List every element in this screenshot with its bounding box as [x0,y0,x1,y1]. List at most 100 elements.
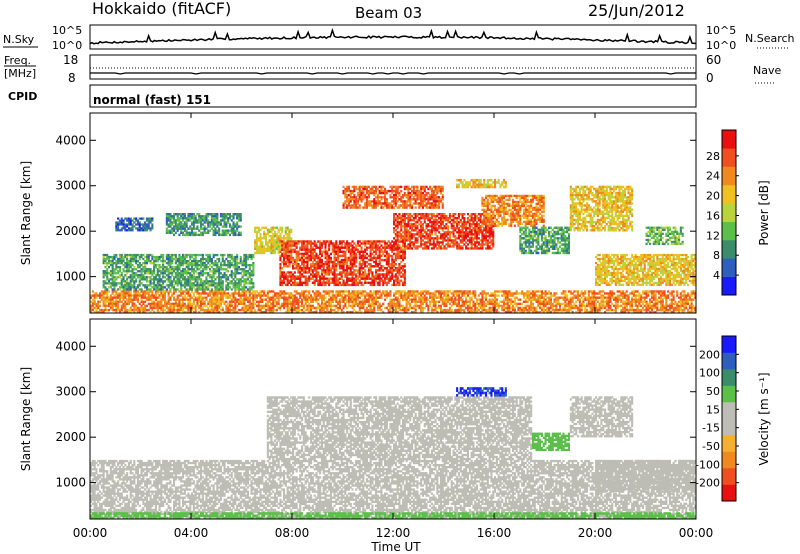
heatmap-cell [216,268,218,270]
heatmap-cell [288,237,290,239]
heatmap-cell [202,223,204,225]
heatmap-cell [453,294,455,296]
heatmap-cell [256,305,258,307]
heatmap-cell [294,301,296,303]
heatmap-cell [330,301,332,303]
heatmap-cell [168,254,170,256]
heatmap-cell [168,274,170,276]
heatmap-cell [227,213,229,215]
heatmap-cell [474,297,476,299]
heatmap-cell [593,301,595,303]
heatmap-cell [606,299,608,301]
heatmap-cell [227,288,229,290]
heatmap-cell [660,309,662,311]
heatmap-cell [146,278,148,280]
heatmap-cell [637,290,639,292]
heatmap-cell [141,276,143,278]
heatmap-cell [231,274,233,276]
heatmap-cell [169,256,171,258]
heatmap-cell [373,299,375,301]
heatmap-cell [240,272,242,274]
heatmap-cell [169,217,171,219]
heatmap-cell [240,217,242,219]
heatmap-cell [148,221,150,223]
heatmap-cell [124,264,126,266]
heatmap-cell [343,280,345,282]
heatmap-cell [270,239,272,241]
heatmap-cell [649,299,651,301]
heatmap-cell [274,292,276,294]
heatmap-cell [110,260,112,262]
heatmap-cell [242,303,244,305]
heatmap-cell [112,305,114,307]
heatmap-cell [442,292,444,294]
heatmap-cell [240,309,242,311]
heatmap-cell [202,282,204,284]
heatmap-cell [148,225,150,227]
heatmap-cell [279,280,281,282]
heatmap-cell [169,272,171,274]
heatmap-cell [292,299,294,301]
heatmap-cell [534,292,536,294]
heatmap-cell [245,272,247,274]
heatmap-cell [249,288,251,290]
heatmap-cell [168,213,170,215]
heatmap-cell [456,305,458,307]
heatmap-cell [536,307,538,309]
heatmap-cell [281,267,283,269]
heatmap-cell [130,286,132,288]
heatmap-cell [189,268,191,270]
heatmap-cell [256,241,258,243]
heatmap-cell [362,301,364,303]
heatmap-cell [440,299,442,301]
heatmap-cell [563,307,565,309]
heatmap-cell [202,274,204,276]
heatmap-cell [128,264,130,266]
heatmap-cell [130,220,132,222]
heatmap-cell [308,255,310,257]
heatmap-cell [676,309,678,311]
heatmap-cell [220,266,222,268]
heatmap-cell [173,305,175,307]
heatmap-cell [128,220,130,222]
heatmap-cell [157,288,159,290]
heatmap-cell [472,292,474,294]
heatmap-cell [150,294,152,296]
heatmap-cell [236,217,238,219]
heatmap-cell [236,286,238,288]
heatmap-cell [341,290,343,292]
heatmap-cell [94,292,96,294]
heatmap-cell [624,297,626,299]
heatmap-cell [173,292,175,294]
heatmap-cell [247,270,249,272]
heatmap-cell [499,301,501,303]
heatmap-cell [370,292,372,294]
heatmap-cell [373,305,375,307]
heatmap-cell [187,272,189,274]
heatmap-cell [119,294,121,296]
heatmap-cell [180,225,182,227]
heatmap-cell [343,251,345,253]
heatmap-cell [339,284,341,286]
heatmap-cell [106,270,108,272]
heatmap-cell [279,284,281,286]
heatmap-cell [288,275,290,277]
heatmap-cell [151,254,153,256]
heatmap-cell [231,294,233,296]
heatmap-cell [225,280,227,282]
heatmap-cell [106,282,108,284]
heatmap-cell [153,297,155,299]
heatmap-cell [453,292,455,294]
heatmap-cell [121,307,123,309]
heatmap-cell [256,297,258,299]
heatmap-cell [256,246,258,248]
heatmap-cell [184,217,186,219]
heatmap-cell [177,288,179,290]
heatmap-cell [216,270,218,272]
heatmap-cell [133,260,135,262]
heatmap-cell [287,233,289,235]
heatmap-cell [209,258,211,260]
heatmap-cell [171,266,173,268]
heatmap-cell [222,260,224,262]
heatmap-cell [287,242,289,244]
